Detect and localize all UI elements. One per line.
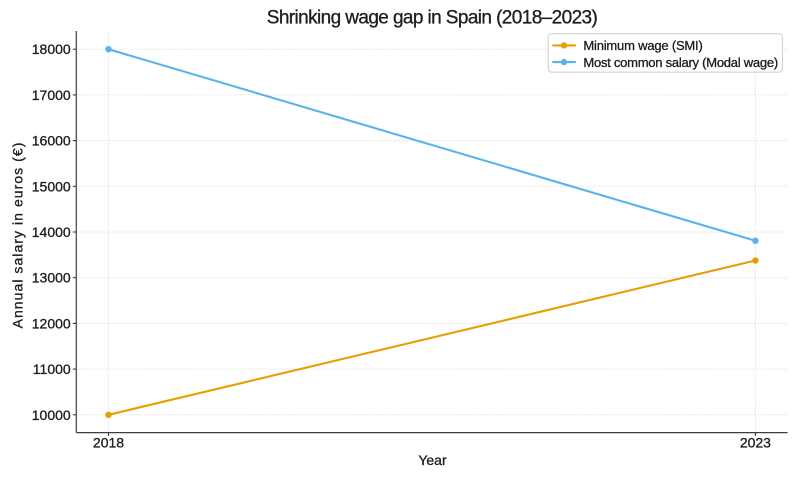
svg-text:13000: 13000 bbox=[32, 270, 71, 286]
svg-text:17000: 17000 bbox=[32, 87, 71, 103]
svg-text:18000: 18000 bbox=[32, 41, 71, 57]
svg-text:Most common salary (Modal wage: Most common salary (Modal wage) bbox=[583, 55, 778, 70]
svg-text:Shrinking wage gap in Spain (2: Shrinking wage gap in Spain (2018–2023) bbox=[267, 7, 598, 28]
svg-text:16000: 16000 bbox=[32, 133, 71, 149]
svg-text:15000: 15000 bbox=[32, 178, 71, 194]
svg-text:Year: Year bbox=[418, 452, 447, 468]
svg-text:14000: 14000 bbox=[32, 224, 71, 240]
svg-text:Minimum wage (SMI): Minimum wage (SMI) bbox=[583, 38, 702, 53]
svg-text:2018: 2018 bbox=[93, 435, 124, 451]
svg-text:11000: 11000 bbox=[33, 361, 71, 377]
svg-text:10000: 10000 bbox=[32, 407, 71, 423]
svg-text:Annual salary in euros (€): Annual salary in euros (€) bbox=[10, 142, 26, 329]
svg-text:12000: 12000 bbox=[32, 315, 71, 331]
svg-text:2023: 2023 bbox=[740, 435, 771, 451]
